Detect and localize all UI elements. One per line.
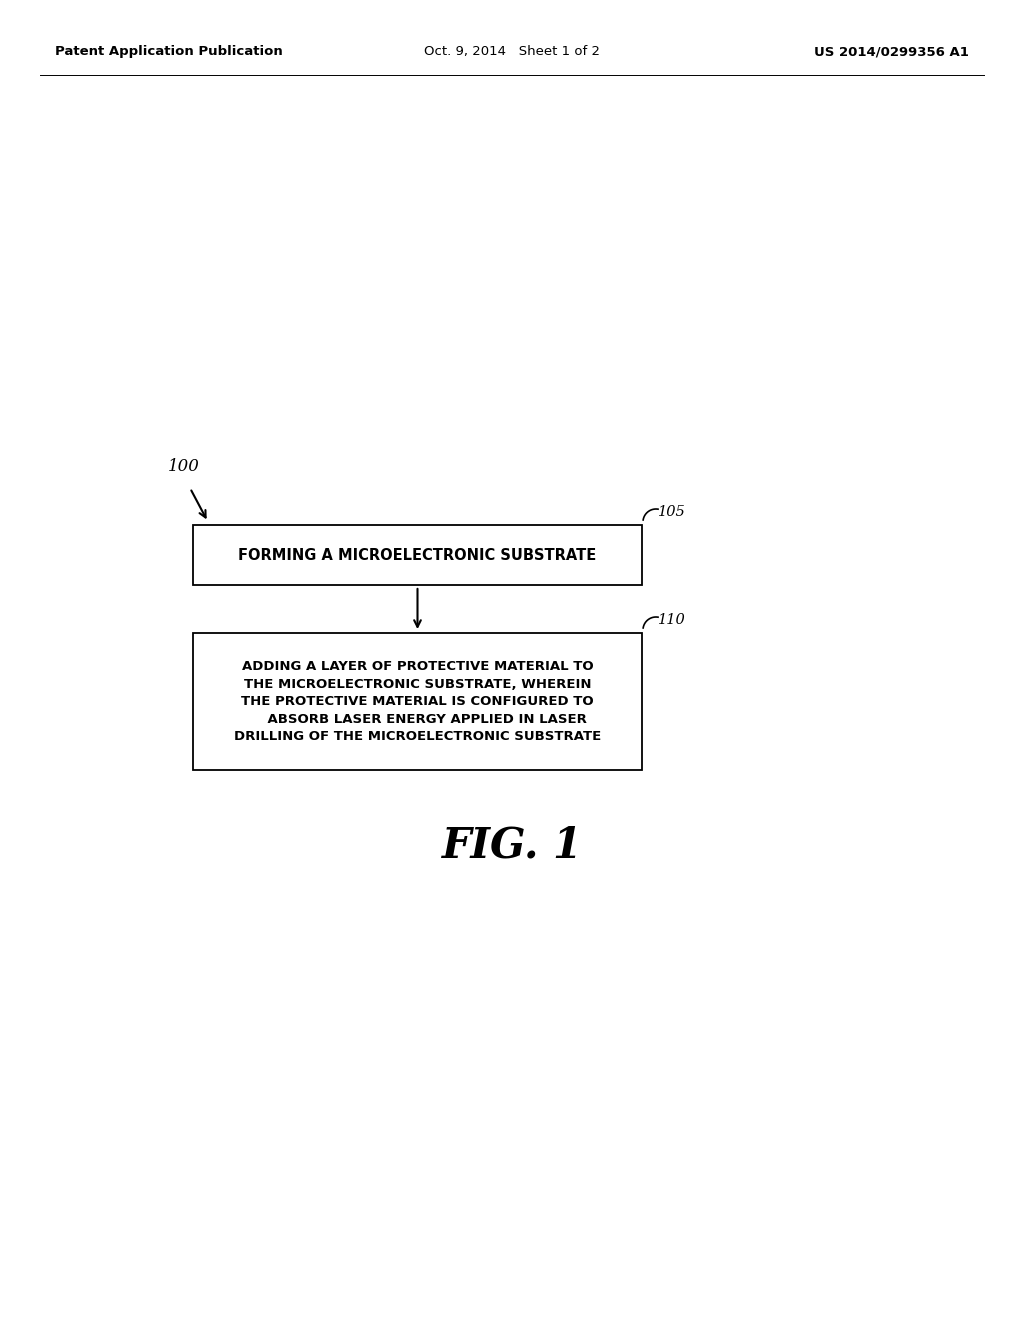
Text: FORMING A MICROELECTRONIC SUBSTRATE: FORMING A MICROELECTRONIC SUBSTRATE [239, 548, 597, 562]
Text: Patent Application Publication: Patent Application Publication [55, 45, 283, 58]
Bar [193, 634, 642, 770]
Text: 110: 110 [658, 612, 686, 627]
Text: ADDING A LAYER OF PROTECTIVE MATERIAL TO
THE MICROELECTRONIC SUBSTRATE, WHEREIN
: ADDING A LAYER OF PROTECTIVE MATERIAL TO… [233, 660, 601, 743]
Text: 105: 105 [658, 506, 686, 519]
Text: 100: 100 [168, 458, 200, 475]
Text: Oct. 9, 2014   Sheet 1 of 2: Oct. 9, 2014 Sheet 1 of 2 [424, 45, 600, 58]
Text: US 2014/0299356 A1: US 2014/0299356 A1 [814, 45, 969, 58]
Text: FIG. 1: FIG. 1 [441, 825, 583, 867]
Bar [193, 525, 642, 585]
